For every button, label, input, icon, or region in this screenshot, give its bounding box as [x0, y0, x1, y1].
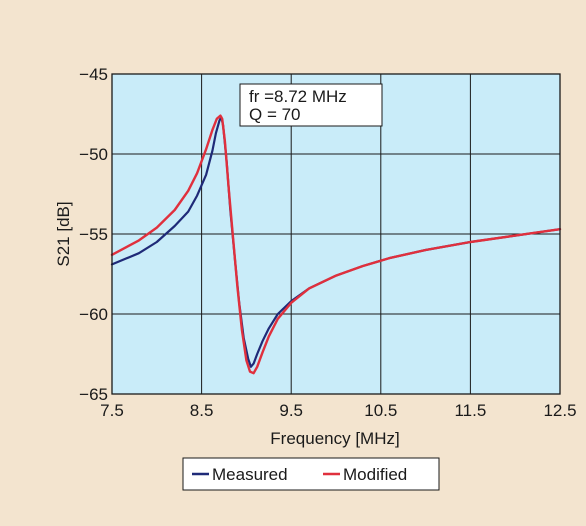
x-axis-label: Frequency [MHz] — [270, 429, 399, 448]
y-tick-label: −65 — [79, 385, 108, 404]
annotation-box: fr =8.72 MHz Q = 70 — [239, 83, 383, 127]
y-tick-label: −50 — [79, 145, 108, 164]
y-tick-label: −45 — [79, 65, 108, 84]
x-tick-label: 11.5 — [454, 401, 486, 420]
series-line-modified — [110, 114, 562, 375]
x-tick-label: 9.5 — [279, 401, 303, 420]
y-tick-label: −60 — [79, 305, 108, 324]
legend-frame — [182, 457, 440, 491]
series-layer — [110, 114, 562, 375]
tick-labels: 7.5 8.5 9.5 10.5 11.5 12.5 −45 −50 −55 −60 −65 — [79, 65, 576, 420]
legend-modified-label: Modified — [343, 465, 407, 484]
y-tick-label: −55 — [79, 225, 108, 244]
annotation-frame — [239, 83, 383, 127]
x-tick-label: 7.5 — [100, 401, 124, 420]
legend: Measured Modified — [182, 457, 440, 491]
annotation-resonance-frequency: fr =8.72 MHz — [249, 87, 347, 106]
plot-frame — [111, 73, 561, 395]
y-axis-label: S21 [dB] — [54, 201, 73, 266]
x-tick-label: 10.5 — [364, 401, 397, 420]
legend-measured-label: Measured — [212, 465, 288, 484]
annotation-quality-factor: Q = 70 — [249, 105, 301, 124]
x-tick-label: 8.5 — [190, 401, 214, 420]
x-tick-label: 12.5 — [543, 401, 576, 420]
